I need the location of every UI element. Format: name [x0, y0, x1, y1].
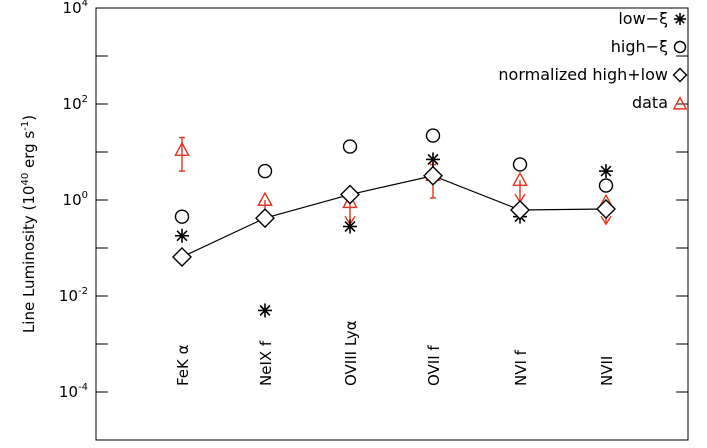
asterisk-stroke: [427, 153, 439, 165]
y-axis-label: Line Luminosity (1040 erg s-1): [20, 115, 38, 333]
category-label: OVII f: [425, 345, 443, 386]
category-label: NVI f: [512, 349, 530, 386]
normalized-point: [510, 199, 530, 220]
y-tick-marks: [96, 7, 688, 441]
y-tick-base: 10: [63, 95, 82, 113]
data-point: [174, 141, 190, 156]
category-label: FeK α: [174, 344, 192, 386]
category-label: NeIX f: [257, 340, 275, 386]
y-tick-exponent: 2: [82, 94, 88, 105]
high-xi-point: [425, 128, 441, 143]
y-tick-exponent: -4: [78, 382, 88, 393]
high-xi-point: [512, 157, 528, 172]
y-tick-base: 10: [63, 191, 82, 209]
y-tick-label: 104: [63, 0, 88, 17]
plot-axes: [95, 7, 689, 441]
legend-triangle-icon: [672, 96, 688, 110]
legend-diamond-icon: [672, 67, 688, 83]
legend-label: low−ξ: [618, 9, 668, 28]
legend-circle-icon: [673, 40, 687, 54]
data-marks: [172, 128, 616, 318]
asterisk-stroke: [344, 221, 356, 233]
plot-frame: [95, 7, 689, 441]
category-labels: FeK α NeIX f OVIII Lyα OVII f NVI f NVII: [174, 320, 616, 386]
y-tick-base: 10: [59, 287, 78, 305]
low-xi-point: [599, 164, 613, 179]
legend-asterisk-icon: [674, 13, 686, 25]
y-tick-exponent: 4: [82, 0, 88, 9]
asterisk-stroke: [675, 14, 685, 24]
data-point: [342, 193, 358, 209]
category-label: OVIII Lyα: [342, 320, 360, 386]
normalized-point: [255, 208, 275, 229]
normalized-point: [596, 198, 616, 219]
normalized-point: [340, 184, 360, 205]
data-point: [257, 191, 273, 206]
legend-label: data: [632, 93, 668, 112]
legend-label: high−ξ: [611, 37, 668, 56]
y-axis-label-part: 40: [20, 173, 31, 186]
y-tick-label: 100: [63, 190, 88, 209]
y-axis-label-part: ): [20, 115, 38, 121]
normalized-line: [181, 175, 607, 258]
normalized-point: [423, 165, 443, 186]
low-xi-point: [426, 152, 440, 167]
y-tick-exponent: -2: [78, 286, 88, 297]
asterisk-stroke: [259, 304, 271, 316]
y-axis-label-part: erg s: [20, 131, 38, 173]
normalized-point: [172, 246, 192, 267]
low-xi-point: [175, 228, 189, 243]
data-point: [512, 171, 528, 187]
y-tick-label: 10-2: [59, 286, 88, 305]
low-xi-point: [258, 303, 272, 318]
high-xi-point: [174, 209, 190, 224]
y-axis-label-part: -1: [20, 121, 31, 131]
y-tick-base: 10: [59, 383, 78, 401]
y-axis-label-text: Line Luminosity (1040 erg s-1): [20, 115, 38, 333]
asterisk-stroke: [600, 165, 612, 177]
y-tick-label: 10-4: [59, 382, 88, 401]
y-tick-base: 10: [63, 0, 82, 17]
legend-label: normalized high+low: [498, 65, 668, 84]
category-label: NVII: [598, 356, 616, 386]
y-axis-label-part: Line Luminosity (10: [20, 186, 38, 334]
high-xi-point: [342, 139, 358, 154]
legend: low−ξ high−ξ normalized high+low data: [498, 9, 688, 112]
y-tick-label: 102: [63, 94, 88, 113]
data-upper-limit-arrow: [600, 215, 612, 226]
normalized-connecting-line: [181, 175, 607, 258]
high-xi-point: [598, 178, 614, 193]
y-tick-exponent: 0: [82, 190, 88, 201]
low-xi-point: [343, 219, 357, 234]
asterisk-stroke: [176, 230, 188, 242]
high-xi-point: [257, 163, 273, 179]
